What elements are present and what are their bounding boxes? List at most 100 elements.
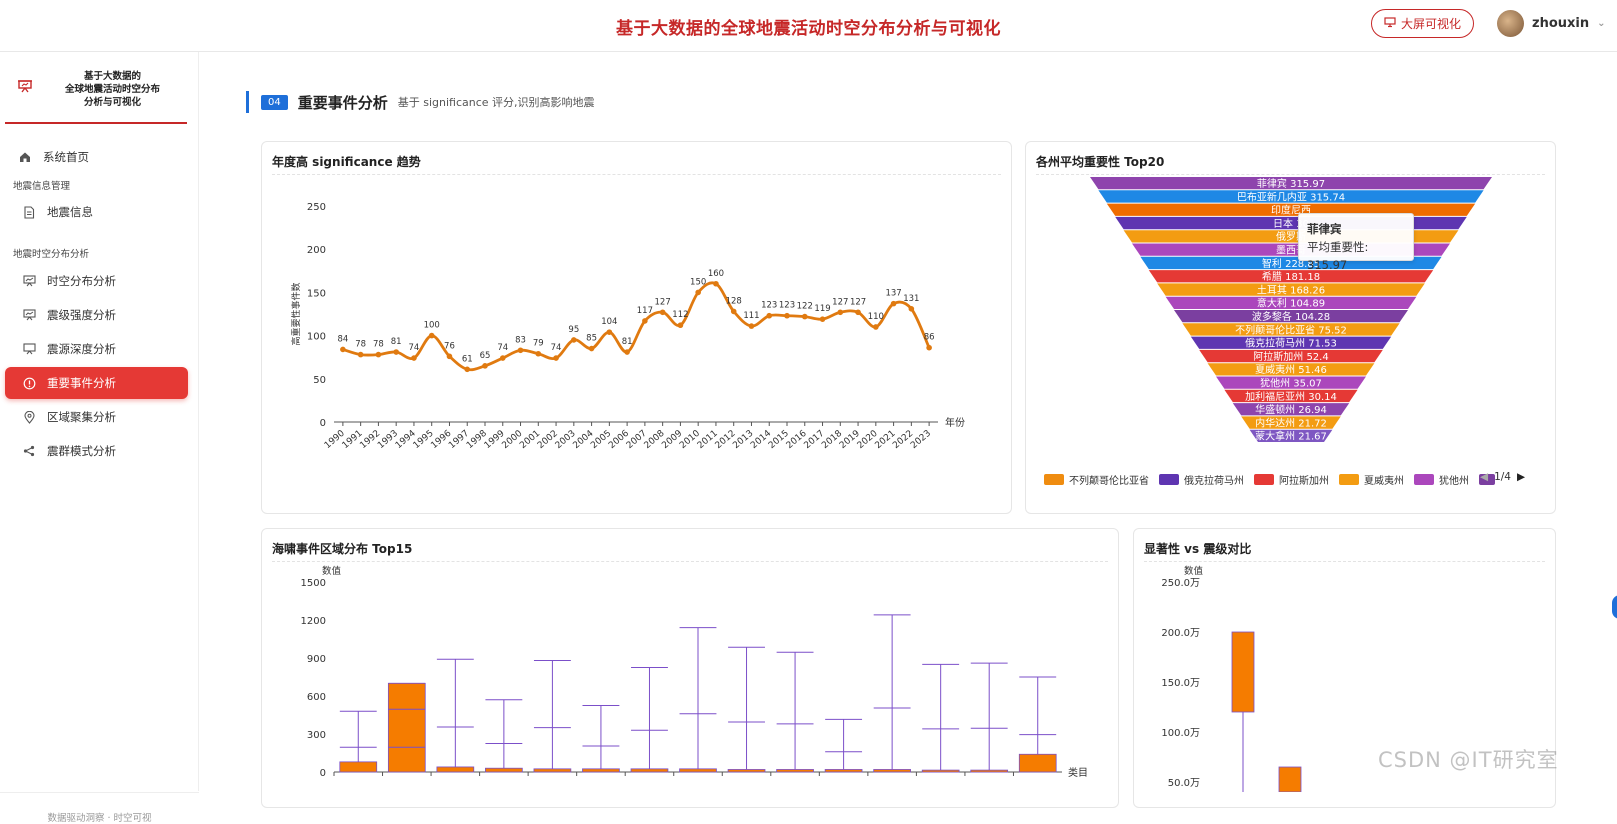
location-pin-icon [21, 410, 37, 424]
sidebar-item-label: 重要事件分析 [47, 376, 116, 390]
sidebar-item-home[interactable]: 系统首页 [5, 141, 188, 173]
funnel-label: 加利福尼亚州 30.14 [1245, 390, 1337, 403]
data-point [393, 349, 399, 355]
card-title: 显著性 vs 震级对比 [1144, 542, 1252, 556]
legend-item[interactable]: 夏威夷州 [1339, 472, 1404, 487]
sidebar-item-depth[interactable]: 震源深度分析 [5, 333, 188, 365]
float-help-button[interactable] [1612, 595, 1617, 619]
data-label: 127 [850, 297, 866, 307]
sidebar-item-spatiotemporal[interactable]: 时空分布分析 [5, 265, 188, 297]
data-label: 150 [690, 277, 706, 287]
legend-label: 犹他州 [1439, 476, 1469, 487]
app-title: 基于大数据的全球地震活动时空分布分析与可视化 [616, 19, 1001, 39]
funnel-segment [1098, 190, 1484, 203]
user-menu[interactable]: zhouxin ⌄ [1497, 10, 1606, 37]
data-label: 84 [337, 334, 348, 344]
sidebar-footer: 数据驱动洞察 · 时空可视 [0, 792, 199, 824]
box [1231, 631, 1255, 713]
sidebar-item-label: 地震信息 [47, 205, 93, 219]
data-point [606, 329, 613, 335]
document-icon [21, 205, 37, 219]
funnel-segment [1241, 416, 1341, 429]
box [630, 768, 669, 773]
data-point [624, 349, 630, 355]
y-tick-label: 900 [307, 654, 326, 665]
big-screen-button[interactable]: 大屏可视化 [1371, 9, 1474, 38]
data-point [926, 344, 932, 351]
caret-left-icon[interactable]: ◀ [1480, 471, 1489, 483]
funnel-segment [1216, 376, 1366, 389]
sidebar-brand[interactable]: 基于大数据的 全球地震活动时空分布 分析与可视化 [5, 52, 187, 124]
funnel-legend: 不列颠哥伦比亚省 俄克拉荷马州 阿拉斯加州 夏威夷州 犹他州 [1044, 472, 1510, 487]
funnel-label: 蒙大拿州 21.67 [1255, 430, 1327, 443]
data-point [535, 350, 542, 357]
legend-page: 1/4 [1494, 471, 1511, 483]
data-point [482, 363, 488, 369]
data-label: 123 [779, 301, 795, 311]
data-label: 78 [373, 340, 384, 350]
alert-circle-icon [21, 377, 37, 390]
data-label: 78 [355, 340, 366, 350]
data-label: 95 [568, 325, 579, 335]
y-tick-label: 0 [320, 418, 326, 429]
data-label: 117 [637, 306, 653, 316]
tsunami-card: 海啸事件区域分布 Top15 数值 0 300 600 900 1200 1500 类目 [261, 528, 1119, 808]
tooltip-name: 菲律宾 [1307, 222, 1342, 236]
legend-item[interactable]: 犹他州 [1414, 472, 1469, 487]
y-tick-label: 1500 [301, 578, 326, 589]
box [873, 769, 911, 773]
funnel-segment [1199, 349, 1383, 363]
y-tick-label: 50 [313, 375, 326, 386]
funnel-label: 土耳其 168.26 [1257, 283, 1325, 296]
funnel-label: 波多黎各 104.28 [1252, 310, 1330, 323]
sidebar-item-magnitude[interactable]: 震级强度分析 [5, 299, 188, 331]
y-tick-label: 150.0万 [1161, 678, 1200, 689]
tsunami-boxplot: 数值 0 300 600 900 1200 1500 类目 [301, 565, 1088, 779]
sidebar-item-important-events[interactable]: 重要事件分析 [5, 367, 188, 399]
trend-card: 年度高 significance 趋势 0 50 100 150 200 250 高重要性事… [261, 141, 1012, 514]
legend-swatch [1339, 474, 1359, 485]
caret-right-icon[interactable]: ▶ [1516, 471, 1526, 483]
data-label: 76 [444, 341, 455, 351]
data-label: 74 [409, 343, 420, 353]
box [1278, 766, 1302, 792]
data-label: 137 [885, 289, 901, 299]
funnel-label: 阿拉斯加州 52.4 [1253, 350, 1328, 363]
y-tick-label: 100.0万 [1161, 728, 1200, 739]
data-point [571, 337, 577, 343]
card-divider [272, 561, 1108, 562]
legend-item[interactable] [1479, 474, 1500, 485]
sidebar-item-swarm[interactable]: 震群模式分析 [5, 435, 188, 467]
y-tick-label: 200 [307, 245, 326, 256]
section-subtitle: 基于 significance 评分,识别高影响地震 [397, 96, 595, 109]
legend-item[interactable]: 阿拉斯加州 [1254, 472, 1329, 487]
legend-swatch [1414, 474, 1434, 485]
box [582, 768, 620, 773]
tooltip-value: 315.97 [1307, 258, 1348, 272]
legend-item[interactable]: 不列颠哥伦比亚省 [1044, 472, 1149, 487]
sidebar-item-region-cluster[interactable]: 区域聚集分析 [5, 401, 188, 433]
data-point [446, 353, 453, 360]
data-label: 85 [586, 334, 597, 344]
data-label: 127 [655, 297, 671, 307]
data-point [517, 347, 524, 354]
data-label: 131 [903, 294, 919, 304]
data-label: 74 [551, 343, 562, 353]
sidebar-item-quake-info[interactable]: 地震信息 [5, 196, 188, 228]
data-label: 86 [924, 333, 935, 343]
funnel-segment [1165, 296, 1417, 309]
sidebar-item-label: 区域聚集分析 [47, 410, 116, 424]
y-axis-label: 高重要性事件数 [290, 282, 302, 345]
trend-line-chart: 050100150200250高重要性事件数年份1990199119921993… [290, 202, 965, 451]
y-axis-label: 数值 [322, 565, 342, 577]
data-point [464, 366, 471, 373]
data-point [908, 306, 915, 312]
y-tick-label: 1200 [301, 616, 326, 627]
y-tick-label: 250 [307, 202, 326, 213]
data-label: 61 [462, 354, 473, 364]
funnel-label: 内华达州 21.72 [1255, 416, 1327, 429]
data-point [411, 355, 417, 361]
legend-item[interactable]: 俄克拉荷马州 [1159, 472, 1244, 487]
